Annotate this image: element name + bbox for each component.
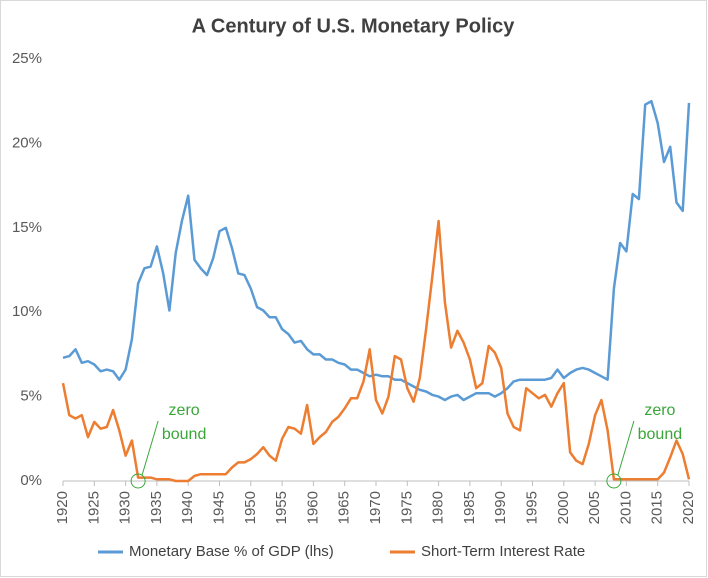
y-tick-label: 25% (12, 50, 42, 67)
x-tick-label: 1975 (398, 491, 415, 524)
x-tick-label: 1980 (430, 491, 447, 524)
x-tick-label: 2020 (680, 491, 697, 524)
y-tick-label: 5% (20, 388, 42, 405)
y-tick-label: 20% (12, 134, 42, 151)
annotation-pointer (617, 420, 635, 476)
x-tick-label: 1930 (117, 491, 134, 524)
x-tick-label: 1935 (148, 491, 165, 524)
y-tick-label: 15% (12, 219, 42, 236)
line-series (61, 219, 691, 483)
annotation-text: zero (169, 402, 200, 419)
annotation-circle (130, 473, 146, 489)
x-tick-label: 1960 (304, 491, 321, 524)
x-tick-label: 1945 (210, 491, 227, 524)
annotation-circle (606, 473, 622, 489)
y-tick-label: 10% (12, 303, 42, 320)
line-series (62, 99, 691, 402)
x-tick-label: 2015 (649, 491, 666, 524)
annotation-text: bound (162, 426, 207, 443)
x-tick-label: 2010 (617, 491, 634, 524)
y-tick-label: 0% (20, 472, 42, 489)
x-tick-label: 1965 (336, 491, 353, 524)
annotation-text: bound (638, 426, 683, 443)
legend-label: Monetary Base % of GDP (lhs) (129, 543, 334, 560)
x-tick-label: 1950 (242, 491, 259, 524)
legend-label: Short-Term Interest Rate (421, 543, 585, 560)
x-tick-label: 1970 (367, 491, 384, 524)
annotation-pointer (141, 420, 159, 476)
x-tick-label: 1955 (273, 491, 290, 524)
x-tick-label: 1990 (492, 491, 509, 524)
annotation-text: zero (644, 402, 675, 419)
x-tick-label: 1940 (179, 491, 196, 524)
x-tick-label: 2000 (555, 491, 572, 524)
x-tick-label: 1995 (523, 491, 540, 524)
x-tick-label: 2005 (586, 491, 603, 524)
x-tick-label: 1985 (461, 491, 478, 524)
x-tick-label: 1920 (54, 491, 71, 524)
chart-title: A Century of U.S. Monetary Policy (192, 15, 516, 37)
x-tick-label: 1925 (85, 491, 102, 524)
